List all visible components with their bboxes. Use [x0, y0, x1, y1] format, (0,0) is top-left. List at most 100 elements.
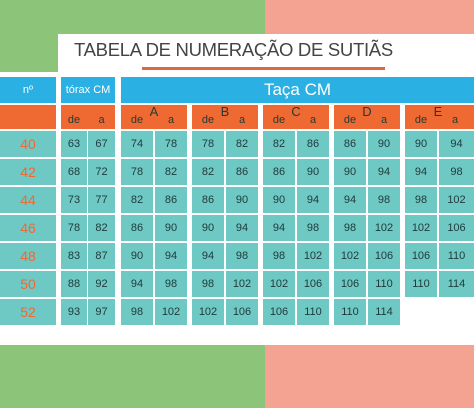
size-cell: 46	[0, 215, 56, 241]
cup-a-cell: 102	[439, 187, 474, 213]
size-cell: 52	[0, 299, 56, 325]
header-torax: tórax CM	[61, 77, 115, 103]
torax-de-cell: 88	[61, 271, 87, 297]
size-cell: 50	[0, 271, 56, 297]
torax-de-cell: 73	[61, 187, 87, 213]
cup-a-label: a	[451, 114, 459, 126]
cup-de-label: de	[201, 114, 215, 126]
cup-a-cell: 114	[439, 271, 474, 297]
cup-a-cell: 94	[155, 243, 187, 269]
cup-a-cell: 94	[439, 131, 474, 157]
cup-a-label: a	[380, 114, 388, 126]
cup-a-cell: 98	[439, 159, 474, 185]
cup-a-cell: 94	[368, 159, 400, 185]
cup-letter-D: D	[362, 103, 372, 119]
size-cell: 40	[0, 131, 56, 157]
cup-de-cell: 98	[192, 271, 224, 297]
cup-de-cell: 102	[334, 243, 366, 269]
cup-de-cell: 90	[192, 215, 224, 241]
cup-de-cell: 94	[263, 215, 295, 241]
cup-a-cell: 94	[297, 187, 329, 213]
size-cell: 44	[0, 187, 56, 213]
cup-a-cell: 86	[297, 131, 329, 157]
cup-de-cell: 90	[334, 159, 366, 185]
cup-de-cell: 102	[405, 215, 437, 241]
torax-a-label: a	[98, 114, 105, 126]
torax-a-cell: 87	[88, 243, 115, 269]
torax-a-cell: 77	[88, 187, 115, 213]
cup-a-cell: 102	[297, 243, 329, 269]
cup-a-cell: 106	[439, 215, 474, 241]
cup-a-cell: 90	[155, 215, 187, 241]
cup-a-cell: 106	[368, 243, 400, 269]
cup-letter-C: C	[291, 103, 301, 119]
cup-de-cell: 106	[405, 243, 437, 269]
cup-de-cell: 98	[263, 243, 295, 269]
cup-de-label: de	[130, 114, 144, 126]
cup-a-label: a	[309, 114, 317, 126]
cup-a-cell: 110	[297, 299, 329, 325]
cup-de-label: de	[272, 114, 286, 126]
cup-de-cell: 90	[405, 131, 437, 157]
cup-a-cell: 102	[155, 299, 187, 325]
cup-letter-B: B	[220, 103, 230, 119]
cup-de-cell: 82	[192, 159, 224, 185]
cup-letter-E: E	[433, 103, 443, 119]
cup-de-cell: 98	[405, 187, 437, 213]
cup-a-cell: 102	[226, 271, 258, 297]
title-underline-right	[265, 67, 385, 70]
cup-a-label: a	[238, 114, 246, 126]
cup-de-cell: 78	[121, 159, 153, 185]
cup-de-cell: 106	[263, 299, 295, 325]
cup-de-cell: 110	[405, 271, 437, 297]
cup-a-cell: 86	[226, 159, 258, 185]
torax-a-cell: 67	[88, 131, 115, 157]
torax-de-cell: 68	[61, 159, 87, 185]
cup-de-cell: 94	[334, 187, 366, 213]
torax-a-cell: 97	[88, 299, 115, 325]
size-cell: 48	[0, 243, 56, 269]
cup-de-cell: 86	[121, 215, 153, 241]
cup-de-cell: 86	[192, 187, 224, 213]
cup-de-cell: 86	[334, 131, 366, 157]
cup-a-cell: 90	[297, 159, 329, 185]
cup-a-cell: 114	[368, 299, 400, 325]
torax-a-cell: 72	[88, 159, 115, 185]
page-title: TABELA DE NUMERAÇÃO DE SUTIÃS	[74, 39, 393, 60]
header-taca: Taça CM	[121, 77, 474, 103]
cup-de-cell: 82	[121, 187, 153, 213]
cup-a-cell: 78	[155, 131, 187, 157]
cup-a-cell: 110	[368, 271, 400, 297]
torax-de-cell: 63	[61, 131, 87, 157]
header-no: nº	[0, 77, 56, 103]
cup-a-cell: 106	[226, 299, 258, 325]
header-torax-sub-bg	[61, 105, 115, 129]
header-cup-sub-bg	[405, 105, 474, 129]
cup-a-cell: 106	[297, 271, 329, 297]
cup-a-cell: 82	[155, 159, 187, 185]
cup-de-cell: 102	[192, 299, 224, 325]
cup-a-cell: 98	[297, 215, 329, 241]
cup-de-cell: 98	[121, 299, 153, 325]
cup-a-cell: 90	[226, 187, 258, 213]
torax-a-cell: 82	[88, 215, 115, 241]
cup-a-cell: 82	[226, 131, 258, 157]
header-cup-sub-bg	[263, 105, 329, 129]
cup-de-label: de	[343, 114, 357, 126]
cup-de-label: de	[414, 114, 428, 126]
cup-a-cell: 86	[155, 187, 187, 213]
cup-a-label: a	[167, 114, 175, 126]
cup-de-cell: 90	[263, 187, 295, 213]
torax-de-label: de	[67, 114, 81, 126]
cup-a-cell: 98	[155, 271, 187, 297]
title-band	[58, 34, 474, 72]
cup-a-cell: 98	[368, 187, 400, 213]
cup-de-cell: 110	[334, 299, 366, 325]
cup-de-cell: 94	[405, 159, 437, 185]
cup-de-cell: 94	[192, 243, 224, 269]
cup-a-cell: 90	[368, 131, 400, 157]
cup-de-cell: 74	[121, 131, 153, 157]
torax-de-cell: 83	[61, 243, 87, 269]
header-no-blank	[0, 105, 56, 129]
header-cup-sub-bg	[334, 105, 400, 129]
